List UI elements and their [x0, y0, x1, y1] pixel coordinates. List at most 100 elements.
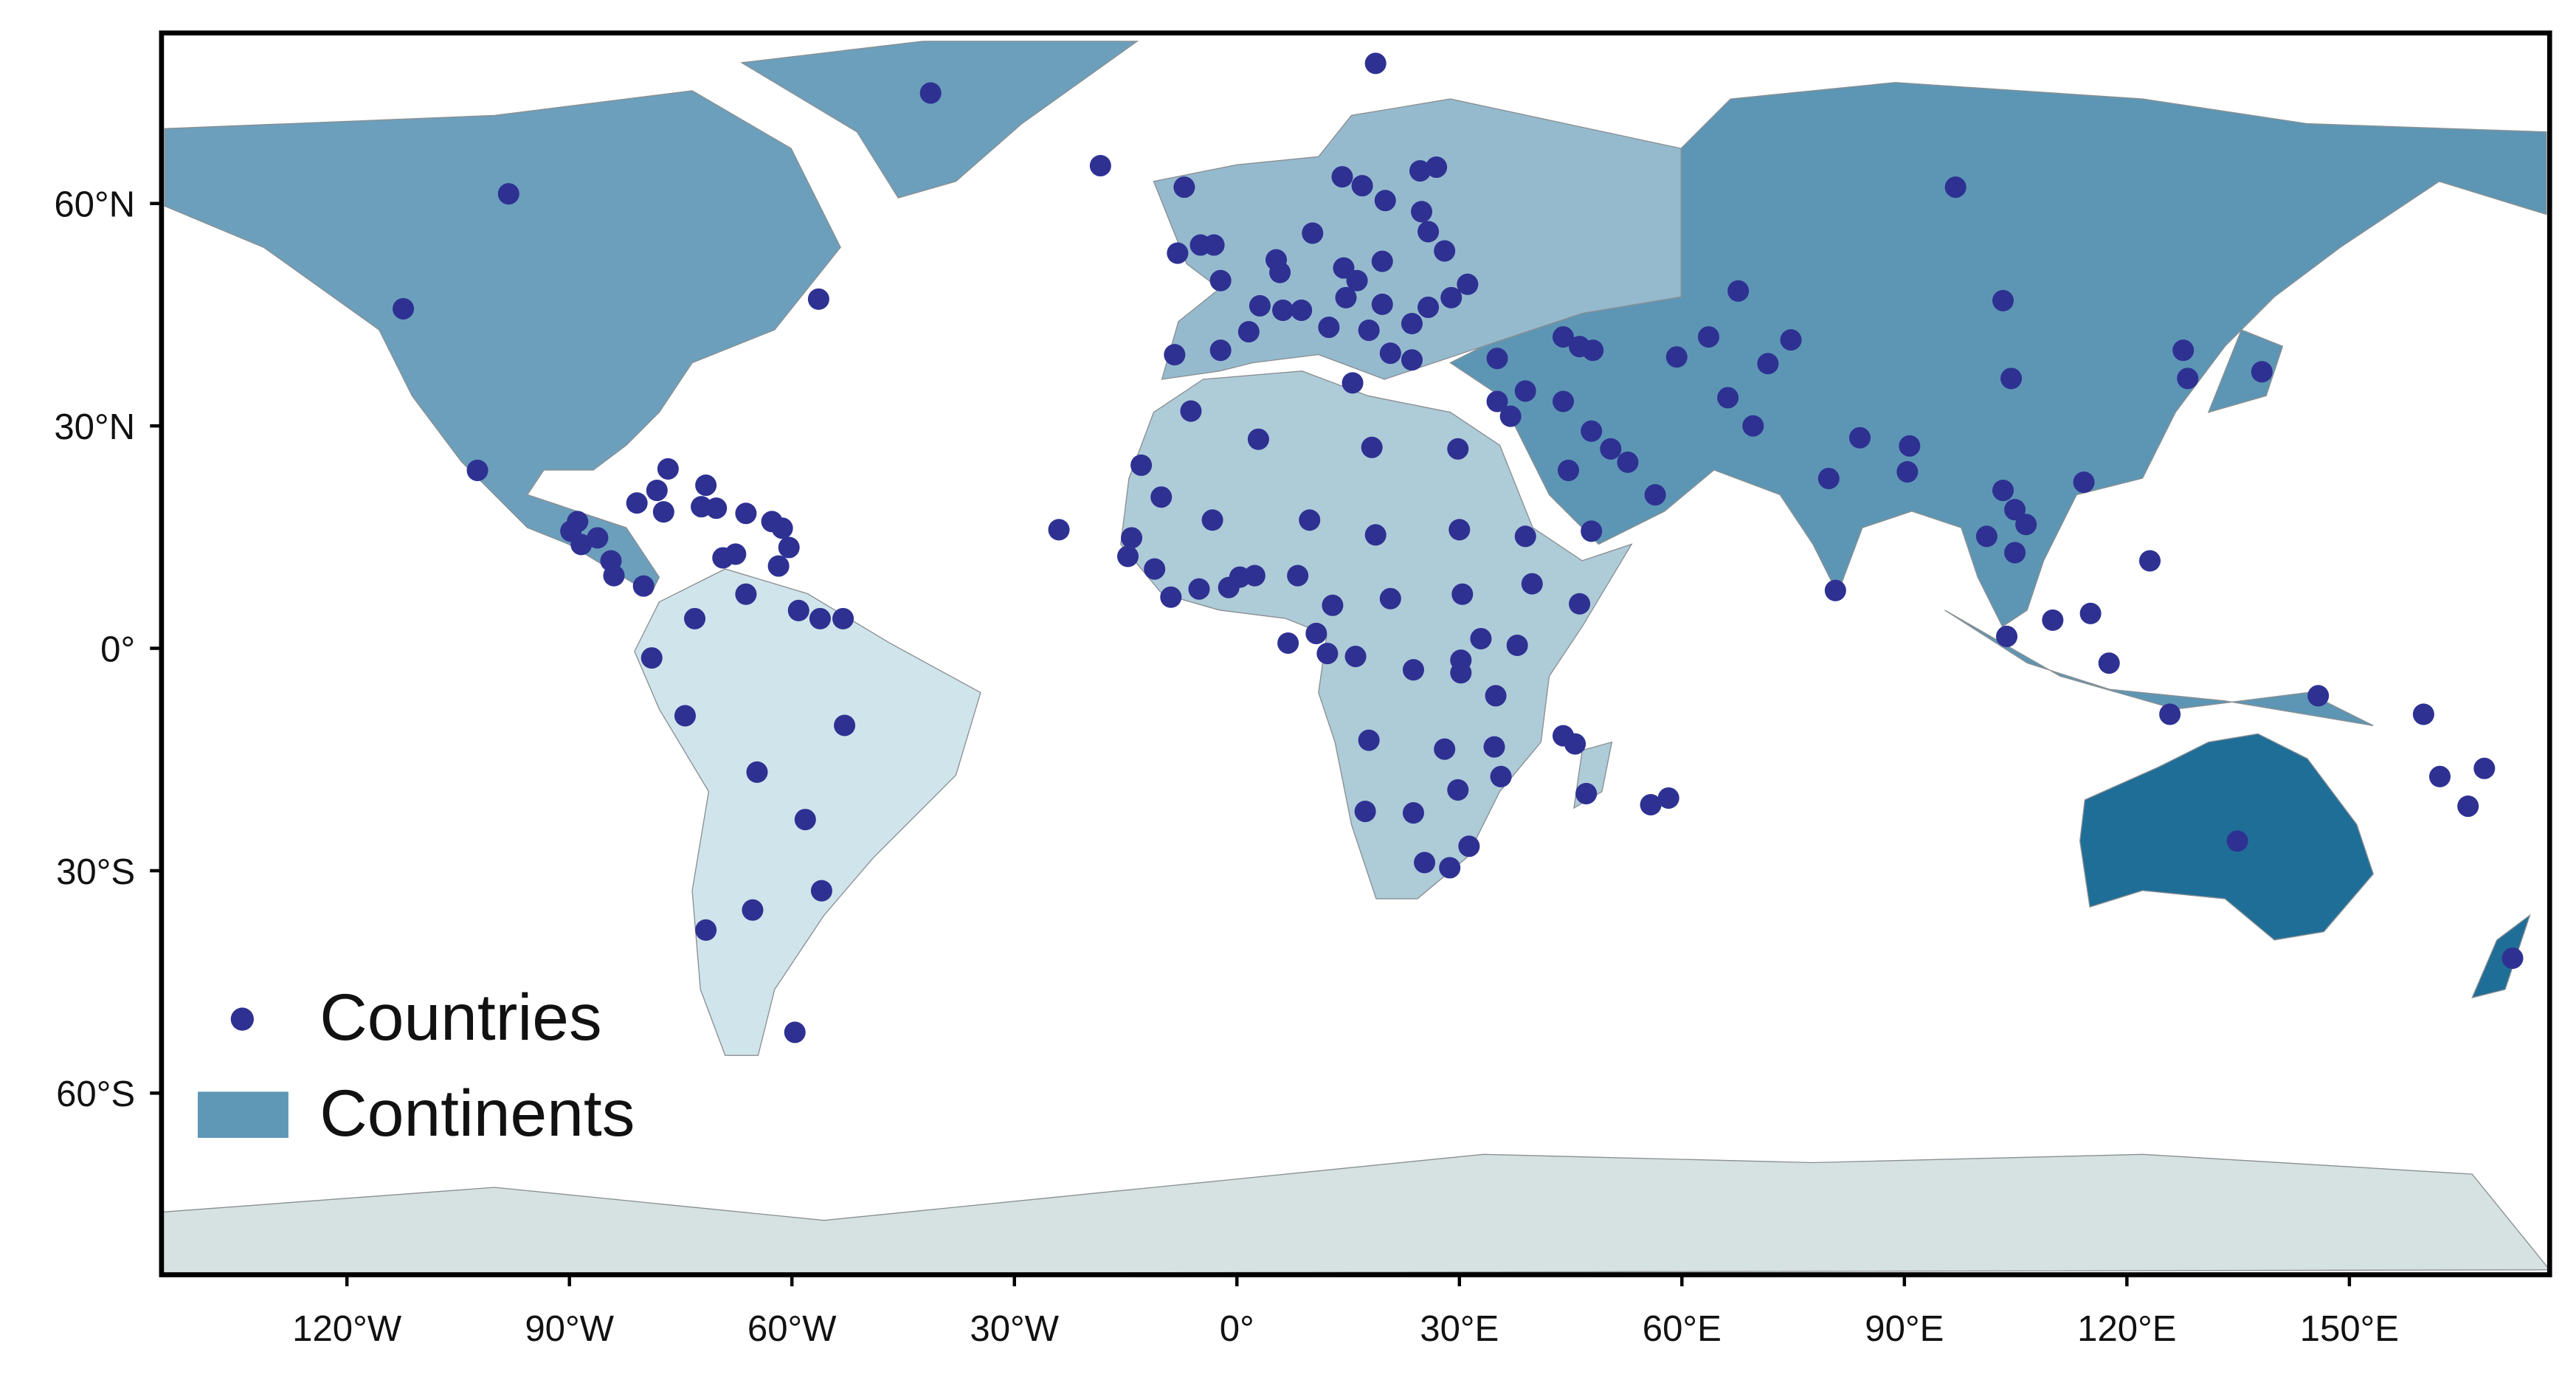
country-point [1447, 438, 1469, 460]
x-tick-label: 30°W [970, 1309, 1059, 1349]
country-point [1426, 156, 1448, 179]
country-point [1249, 294, 1271, 317]
country-point [1164, 344, 1186, 366]
country-point [1402, 802, 1424, 824]
country-point [1402, 659, 1424, 681]
country-point [746, 761, 768, 783]
country-point [1448, 519, 1471, 541]
country-point [1490, 765, 1512, 787]
country-point [2042, 609, 2064, 631]
x-tick-label: 120°W [292, 1309, 402, 1349]
country-point [1237, 321, 1260, 343]
country-point [1322, 594, 1344, 616]
country-point [2004, 499, 2026, 521]
australia [2079, 733, 2375, 941]
country-point [1305, 622, 1327, 644]
y-tick-label: 30°S [56, 852, 135, 892]
country-point [1160, 586, 1182, 608]
country-point [1299, 509, 1321, 531]
country-point [1379, 587, 1401, 610]
land [161, 41, 2551, 1276]
country-point [1575, 782, 1598, 804]
country-point [603, 565, 625, 587]
antarctica [161, 1153, 2551, 1276]
x-tick-label: 150°E [2300, 1309, 2399, 1349]
y-tick-label: 60°N [54, 185, 135, 225]
country-point [1089, 154, 1111, 177]
country-point [1173, 176, 1195, 199]
country-point [1364, 524, 1387, 546]
legend-marker [230, 1007, 254, 1031]
country-point [1361, 436, 1383, 458]
country-point [1335, 286, 1357, 308]
country-point [1514, 525, 1536, 548]
country-point [652, 501, 674, 523]
country-point [393, 297, 415, 320]
country-point [1717, 387, 1739, 409]
country-point [1331, 166, 1353, 188]
country-point [1742, 415, 1764, 437]
country-point [1439, 857, 1461, 879]
x-tick-label: 120°E [2077, 1309, 2176, 1349]
country-point [1209, 269, 1232, 291]
country-point [1665, 346, 1688, 368]
country-point [1457, 273, 1479, 295]
country-point [767, 555, 790, 577]
country-point [2226, 830, 2248, 852]
country-point [1144, 558, 1166, 580]
country-point [1180, 400, 1202, 422]
country-point [1401, 312, 1423, 335]
country-point [832, 607, 854, 629]
country-point [1824, 579, 1846, 601]
country-point [1996, 625, 2018, 647]
country-point [1130, 454, 1153, 476]
country-point [2098, 652, 2120, 674]
country-point [794, 809, 816, 831]
country-point [1121, 527, 1143, 549]
country-point [1992, 289, 2014, 311]
country-point [657, 458, 679, 480]
x-tick-label: 60°W [747, 1309, 837, 1349]
country-point [2412, 703, 2434, 725]
country-point [1418, 221, 1440, 243]
country-point [809, 607, 831, 629]
country-point [1358, 729, 1380, 751]
country-point [1617, 451, 1639, 473]
country-point [787, 599, 809, 621]
country-point [1485, 685, 1507, 707]
country-point [2073, 471, 2095, 494]
country-point [466, 459, 488, 481]
country-point [2000, 367, 2023, 390]
country-point [2251, 361, 2273, 383]
country-point [1188, 578, 1210, 600]
country-point [1564, 733, 1586, 755]
country-point [646, 480, 668, 502]
country-point [587, 527, 609, 549]
country-point [1447, 779, 1469, 801]
country-point [570, 534, 593, 556]
country-point [1316, 643, 1339, 665]
country-point [1346, 269, 1368, 291]
country-point [1364, 52, 1387, 75]
country-point [1896, 460, 1919, 483]
country-point [778, 536, 800, 559]
country-point [1499, 405, 1522, 427]
country-point [1434, 738, 1456, 760]
country-point [705, 497, 728, 520]
country-point [1486, 390, 1508, 413]
country-point [919, 82, 942, 104]
country-point [1209, 339, 1232, 362]
country-point [1409, 160, 1432, 182]
country-point [1287, 565, 1309, 587]
legend-swatch [198, 1091, 289, 1138]
country-point [1552, 390, 1575, 413]
country-point [2015, 514, 2037, 536]
country-point [1379, 342, 1401, 365]
country-point [2172, 339, 2195, 362]
country-point [1116, 545, 1139, 567]
country-point [1344, 646, 1367, 668]
japan [2207, 329, 2284, 413]
country-point [1247, 428, 1269, 450]
country-point [2428, 765, 2451, 787]
legend-label: Continents [320, 1076, 635, 1150]
